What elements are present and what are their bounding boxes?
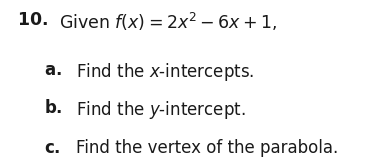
- Text: Find the vertex of the parabola.: Find the vertex of the parabola.: [76, 139, 338, 157]
- Text: $\mathbf{a.}$: $\mathbf{a.}$: [44, 61, 62, 79]
- Text: Given $f(x) = 2x^2 - 6x + 1,$: Given $f(x) = 2x^2 - 6x + 1,$: [59, 11, 278, 33]
- Text: Find the $y$-intercept.: Find the $y$-intercept.: [76, 99, 245, 121]
- Text: $\mathbf{10.}$: $\mathbf{10.}$: [17, 11, 48, 29]
- Text: $\mathbf{c.}$: $\mathbf{c.}$: [44, 139, 61, 157]
- Text: Find the $x$-intercepts.: Find the $x$-intercepts.: [76, 61, 254, 83]
- Text: $\mathbf{b.}$: $\mathbf{b.}$: [44, 99, 63, 117]
